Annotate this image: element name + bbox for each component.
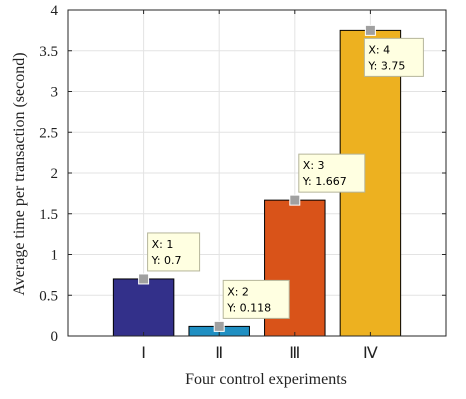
bar-1 (112, 278, 175, 337)
datatip-x-label: X: 4 (368, 43, 390, 56)
datatip-x-label: X: 2 (227, 285, 249, 298)
y-tick-label: 1 (51, 248, 59, 264)
y-tick-label: 2 (51, 166, 59, 182)
y-tick-label: 3 (51, 85, 59, 101)
datatip-box (363, 37, 424, 77)
y-tick-label: 1.5 (39, 207, 58, 223)
datatip-box (147, 232, 201, 272)
y-tick-label: 0 (51, 329, 59, 345)
datatip-y-label: Y: 1.667 (302, 175, 347, 188)
datatip-marker (138, 273, 150, 285)
y-axis-label: Average time per transaction (second) (11, 52, 28, 295)
x-tick-label: Ⅱ (215, 345, 223, 362)
ticks-layer: 0 0.5 1 1.5 2 2.5 3 3.5 4 Ⅰ Ⅱ Ⅲ Ⅳ (39, 3, 446, 362)
datatip-y-label: Y: 3.75 (367, 59, 405, 72)
y-tick-label: 4 (51, 3, 59, 19)
datatip-2: X: 2 Y: 0.118 (213, 279, 290, 332)
datatip-x-label: X: 1 (152, 238, 174, 251)
datatip-marker (364, 24, 376, 36)
x-axis-label: Four control experiments (185, 371, 347, 388)
datatip-4: X: 4 Y: 3.75 (363, 24, 424, 77)
y-tick-label: 3.5 (39, 44, 58, 60)
y-tick-label: 2.5 (39, 125, 58, 141)
x-tick-label: Ⅰ (141, 345, 146, 362)
x-tick-label: Ⅳ (363, 345, 378, 362)
datatip-y-label: Y: 0.118 (226, 301, 271, 314)
datatip-box (222, 279, 290, 319)
y-tick-label: 0.5 (39, 288, 58, 304)
datatip-y-label: Y: 0.7 (151, 254, 182, 267)
datatip-box (298, 153, 366, 193)
datatip-1: X: 1 Y: 0.7 (138, 232, 201, 285)
datatip-3: X: 3 Y: 1.667 (289, 153, 366, 206)
datatip-marker (289, 194, 301, 206)
x-tick-label: Ⅲ (289, 345, 300, 362)
datatip-x-label: X: 3 (303, 159, 325, 172)
datatips-layer: X: 1 Y: 0.7 X: 2 Y: 0.118 X: 3 Y: 1.667 X: 4 Y:… (138, 24, 424, 332)
datatip-marker (213, 320, 225, 332)
